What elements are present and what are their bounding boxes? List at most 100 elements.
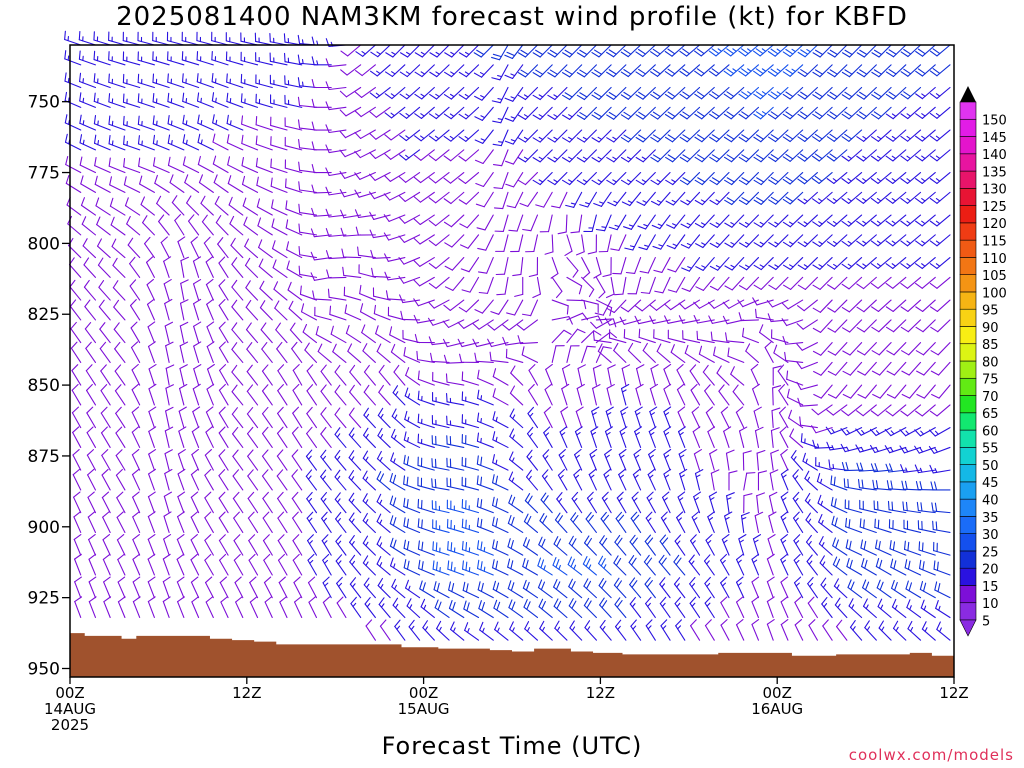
barb-feather xyxy=(507,580,512,590)
barb-feather xyxy=(325,186,330,196)
barb-shaft xyxy=(481,106,494,121)
barb-feather xyxy=(631,537,638,546)
barb-feather xyxy=(667,68,676,75)
barb-feather xyxy=(767,70,776,77)
wind-barb xyxy=(742,450,752,471)
barb-feather xyxy=(255,135,258,145)
wind-barb xyxy=(720,596,730,619)
barb-shaft xyxy=(659,540,671,556)
barb-feather xyxy=(649,315,655,325)
wind-barb xyxy=(719,553,730,576)
wind-barb xyxy=(780,491,789,514)
barb-shaft xyxy=(775,234,789,248)
barb-feather xyxy=(666,224,675,229)
wind-barb xyxy=(781,299,804,310)
barb-shaft xyxy=(329,313,347,321)
barb-feather xyxy=(477,559,480,570)
barb-shaft xyxy=(645,603,656,619)
barb-half-feather xyxy=(543,565,546,571)
barb-shaft xyxy=(190,496,200,514)
wind-barb xyxy=(782,129,804,143)
barb-feather xyxy=(755,308,757,319)
wind-barb xyxy=(362,512,376,534)
barb-feather xyxy=(200,195,206,204)
wind-barb xyxy=(576,86,597,101)
barb-half-feather xyxy=(365,433,369,439)
wind-barb xyxy=(277,553,288,576)
wind-barb xyxy=(682,330,701,344)
barb-shaft xyxy=(390,106,406,119)
barb-feather xyxy=(362,512,368,522)
barb-feather xyxy=(310,272,316,281)
barb-feather xyxy=(299,285,302,295)
barb-shaft xyxy=(270,185,288,193)
wind-barb xyxy=(476,517,494,534)
barb-feather xyxy=(376,536,382,545)
barb-feather xyxy=(708,491,718,497)
barb-shaft xyxy=(66,204,82,216)
barb-shaft xyxy=(486,257,494,274)
barb-shaft xyxy=(432,400,450,406)
barb-feather xyxy=(305,469,313,477)
wind-barb xyxy=(218,321,229,344)
barb-shaft xyxy=(483,191,494,208)
wind-barb xyxy=(359,284,376,301)
barb-feather xyxy=(582,272,591,279)
barb-feather xyxy=(638,68,647,75)
barb-shaft xyxy=(730,106,745,120)
barb-half-feather xyxy=(365,499,369,504)
barb-shaft xyxy=(139,183,155,193)
wind-barb xyxy=(399,294,421,304)
barb-shaft xyxy=(336,582,347,599)
barb-feather xyxy=(520,69,529,75)
wind-barb xyxy=(543,406,553,429)
barb-shaft xyxy=(614,603,627,619)
barb-feather xyxy=(770,154,779,160)
barb-shaft xyxy=(601,497,612,514)
barb-shaft xyxy=(568,605,583,619)
wind-barb xyxy=(306,511,318,534)
wind-barb xyxy=(476,540,494,556)
barb-shaft xyxy=(405,171,421,183)
barb-feather xyxy=(177,236,186,243)
barb-shaft xyxy=(420,171,435,184)
barb-feather xyxy=(212,133,216,143)
barb-shaft xyxy=(363,391,376,406)
wind-barb xyxy=(656,343,671,363)
barb-shaft xyxy=(130,327,141,344)
barb-feather xyxy=(420,598,426,608)
barb-half-feather xyxy=(571,626,576,632)
wind-barb xyxy=(249,576,259,599)
barb-feather xyxy=(108,135,111,145)
wind-barb xyxy=(786,370,804,386)
barb-shaft xyxy=(403,257,421,265)
barb-feather xyxy=(197,155,201,166)
wind-barb xyxy=(431,435,450,448)
barb-shaft xyxy=(698,353,715,363)
barb-feather xyxy=(738,242,748,248)
barb-feather xyxy=(450,542,453,552)
barb-shaft xyxy=(647,473,656,491)
barb-shaft xyxy=(543,432,553,448)
wind-barb xyxy=(444,276,465,291)
barb-half-feather xyxy=(538,136,544,141)
barb-shaft xyxy=(642,149,656,163)
wind-barb xyxy=(620,383,630,406)
barb-feather xyxy=(573,468,581,476)
barb-shaft xyxy=(88,539,97,556)
barb-shaft xyxy=(660,625,671,641)
barb-half-feather xyxy=(301,58,304,65)
barb-half-feather xyxy=(788,241,794,245)
barb-half-feather xyxy=(687,266,693,269)
wind-barb xyxy=(404,387,421,406)
barb-shaft xyxy=(603,473,612,491)
wind-barb xyxy=(376,536,391,556)
barb-shaft xyxy=(575,410,583,429)
wind-barb xyxy=(650,44,671,57)
barb-feather xyxy=(108,93,111,103)
barb-half-feather xyxy=(438,626,442,632)
wind-barb xyxy=(93,50,111,66)
barb-shaft xyxy=(171,202,185,216)
barb-half-feather xyxy=(614,224,620,228)
wind-barb xyxy=(705,406,715,429)
